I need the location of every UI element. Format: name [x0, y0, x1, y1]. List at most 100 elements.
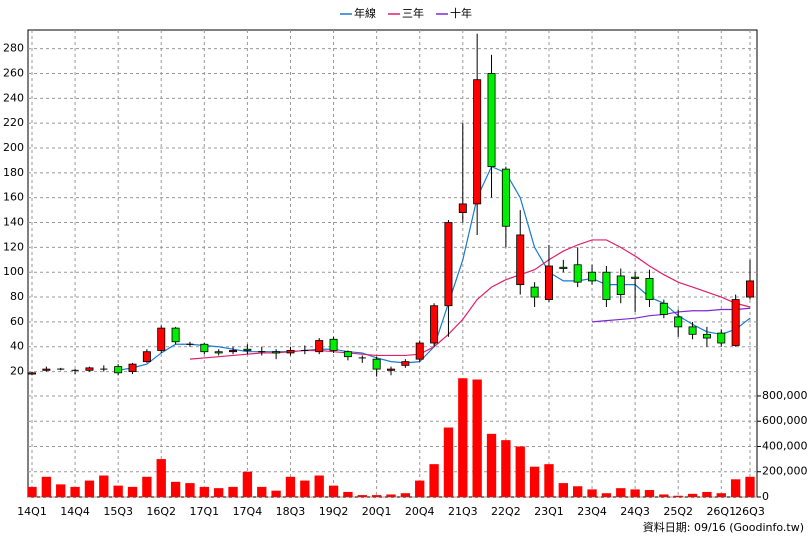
candle-body [171, 327, 180, 343]
x-tick-label: 24Q3 [620, 505, 650, 518]
candle-body [286, 350, 295, 354]
y2-tick-label: 0 [762, 490, 769, 503]
x-tick-label: 17Q1 [189, 505, 219, 518]
candle-body [544, 265, 553, 300]
volume-bar [573, 486, 583, 497]
x-tick-label: 25Q2 [663, 505, 693, 518]
volume-bar [673, 495, 683, 497]
volume-bar [716, 493, 726, 497]
candle-body [688, 326, 697, 335]
plot-frame [27, 29, 758, 498]
volume-bar [415, 480, 425, 497]
y-tick-label: 100 [3, 265, 24, 278]
y-tick-label: 180 [3, 166, 24, 179]
candle-body [458, 203, 467, 213]
candle-body [243, 348, 252, 351]
candle-body [85, 367, 94, 371]
volume-bar [271, 490, 281, 497]
y2-tick-label: 600,000 [762, 414, 808, 427]
candle-body [329, 338, 338, 351]
x-tick-label: 19Q2 [319, 505, 349, 518]
volume-bar [400, 493, 411, 497]
volume-bar [730, 479, 741, 497]
y2-tick-label: 200,000 [762, 465, 808, 478]
candle-body [659, 302, 668, 315]
candle-body [501, 168, 510, 227]
y-tick-label: 60 [10, 315, 24, 328]
y2-tick-label: 400,000 [762, 439, 808, 452]
y-tick-label: 140 [3, 216, 24, 229]
volume-bar [228, 486, 238, 497]
candle-body [387, 368, 395, 371]
legend-label: 年線 [354, 6, 376, 20]
candle-body [602, 271, 611, 300]
y-tick-label: 40 [10, 340, 24, 353]
volume-bar [386, 494, 396, 497]
candle-body [42, 368, 51, 371]
volume-bar [472, 379, 482, 497]
candle-body [588, 271, 597, 282]
candle-body [631, 276, 640, 279]
volume-bar [501, 440, 511, 497]
volume-bar [659, 494, 669, 497]
y-tick-label: 220 [3, 116, 24, 129]
volume-bar [745, 476, 755, 497]
volume-bar [687, 493, 698, 497]
volume-bar [443, 427, 454, 497]
volume-bar [84, 480, 95, 497]
candle-body [573, 264, 582, 283]
candle-body [372, 358, 381, 370]
x-tick-label: 21Q3 [448, 505, 478, 518]
volume-bar [285, 476, 296, 497]
candle-body [473, 79, 482, 205]
volume-bar [558, 483, 568, 497]
y-tick-label: 120 [3, 240, 24, 253]
x-tick-label: 16Q2 [146, 505, 176, 518]
y2-tick-label: 800,000 [762, 389, 808, 402]
line-series [189, 239, 751, 360]
candle-body [616, 275, 625, 295]
volume-bar [142, 476, 152, 497]
volume-bar [529, 466, 540, 497]
volume-bar [242, 471, 253, 497]
volume-bar [70, 486, 80, 497]
volume-bar [314, 475, 324, 497]
candle-body [114, 366, 123, 374]
candle-body [128, 363, 137, 372]
candle-body [530, 286, 539, 298]
x-tick-label: 20Q4 [405, 505, 435, 518]
candle-body [674, 316, 683, 328]
volume-bar [199, 486, 209, 497]
volume-bar [41, 476, 52, 497]
x-tick-label: 20Q1 [362, 505, 392, 518]
candle-body [415, 342, 424, 360]
candle-body [516, 234, 525, 286]
y-tick-label: 200 [3, 141, 24, 154]
volume-bar [486, 433, 497, 497]
volume-bar [544, 464, 554, 497]
y-tick-label: 280 [3, 42, 24, 55]
volume-bar [257, 486, 267, 497]
candle-body [272, 351, 281, 354]
candle-body [559, 266, 568, 269]
volume-bar [371, 495, 382, 497]
y-tick-label: 240 [3, 91, 24, 104]
x-tick-label: 22Q2 [491, 505, 521, 518]
x-tick-label: 14Q4 [60, 505, 90, 518]
candle-body [717, 332, 726, 344]
footnote: 資料日期: 09/16 (Goodinfo.tw) [643, 520, 804, 534]
candle-body [401, 361, 410, 366]
volume-bar [515, 446, 525, 497]
candle-body [157, 327, 166, 351]
legend-label: 十年 [450, 6, 472, 20]
volume-bar [587, 489, 597, 497]
volume-bar [630, 489, 640, 497]
x-tick-label: 15Q3 [103, 505, 133, 518]
volume-bar [616, 488, 626, 497]
y-tick-label: 20 [10, 365, 24, 378]
volume-bar [127, 486, 138, 497]
candle-body [645, 278, 654, 300]
candle-body [229, 350, 238, 353]
volume-bar [601, 493, 612, 497]
